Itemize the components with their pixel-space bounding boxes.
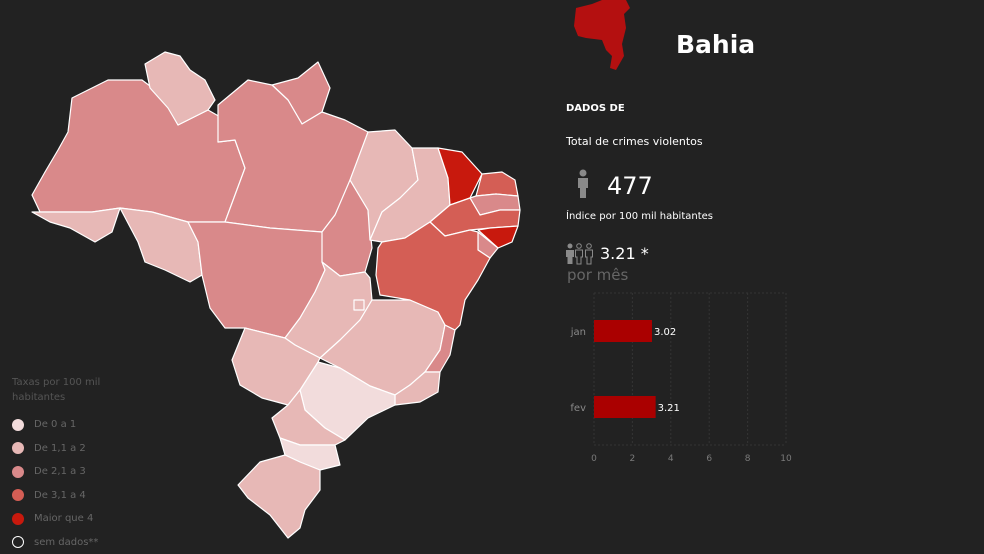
legend-swatch xyxy=(12,489,24,502)
section-title: DADOS DE xyxy=(566,103,625,114)
category-label: jan xyxy=(570,327,586,338)
person-icon xyxy=(578,169,588,198)
legend-label: De 1,1 a 2 xyxy=(34,442,86,454)
state-df[interactable] xyxy=(353,299,365,311)
total-crimes-value: 477 xyxy=(607,172,653,200)
legend-swatch xyxy=(12,442,24,455)
state-rr[interactable] xyxy=(144,51,216,126)
x-tick-label: 4 xyxy=(668,454,674,464)
legend-item: sem dados** xyxy=(12,531,162,554)
state-name: Bahia xyxy=(676,30,756,59)
people-icon xyxy=(566,243,593,265)
state-silhouette-shape xyxy=(574,0,630,70)
bar-value-label: 3.21 xyxy=(658,403,680,414)
legend-item: De 1,1 a 2 xyxy=(12,437,162,461)
brazil-map xyxy=(31,51,521,539)
legend-item: De 3,1 a 4 xyxy=(12,484,162,508)
legend-label: De 3,1 a 4 xyxy=(34,489,86,501)
map-legend: Taxas por 100 mil habitantes De 0 a 1 De … xyxy=(12,375,162,554)
x-tick-label: 10 xyxy=(780,454,792,464)
brazil-map-svg xyxy=(31,51,521,539)
state-silhouette-icon xyxy=(574,0,630,70)
legend-swatch xyxy=(12,536,24,549)
legend-item: De 0 a 1 xyxy=(12,413,162,437)
state-pr[interactable] xyxy=(271,389,346,446)
state-rn[interactable] xyxy=(475,171,519,197)
state-ro[interactable] xyxy=(119,207,203,283)
legend-items: De 0 a 1 De 1,1 a 2 De 2,1 a 3 De 3,1 a 4 Ma… xyxy=(12,413,162,554)
x-tick-label: 6 xyxy=(706,454,712,464)
category-label: fev xyxy=(570,403,586,414)
x-tick-label: 0 xyxy=(591,454,597,464)
state-ac[interactable] xyxy=(31,207,121,243)
legend-item: Maior que 4 xyxy=(12,507,162,531)
state-ba[interactable] xyxy=(375,221,491,331)
legend-swatch xyxy=(12,418,24,431)
x-tick-label: 2 xyxy=(630,454,636,464)
x-tick-label: 8 xyxy=(745,454,751,464)
bar-value-label: 3.02 xyxy=(654,327,676,338)
legend-label: De 2,1 a 3 xyxy=(34,466,86,478)
legend-label: De 0 a 1 xyxy=(34,419,77,431)
state-rs[interactable] xyxy=(237,454,321,539)
monthly-bar-chart: 0 2 4 6 8 10 jan 3.02 fev 3.21 xyxy=(570,292,792,464)
bar xyxy=(594,320,652,342)
total-crimes-label: Total de crimes violentos xyxy=(566,135,703,148)
index-label: Índice por 100 mil habitantes xyxy=(566,211,714,222)
legend-title: Taxas por 100 mil habitantes xyxy=(12,377,101,403)
legend-label: sem dados** xyxy=(34,536,99,548)
legend-swatch xyxy=(12,512,24,525)
legend-item: De 2,1 a 3 xyxy=(12,460,162,484)
bar xyxy=(594,396,656,418)
legend-swatch xyxy=(12,465,24,478)
monthly-label: por mês xyxy=(567,266,629,284)
legend-label: Maior que 4 xyxy=(34,513,94,525)
index-value: 3.21 * xyxy=(600,244,649,263)
